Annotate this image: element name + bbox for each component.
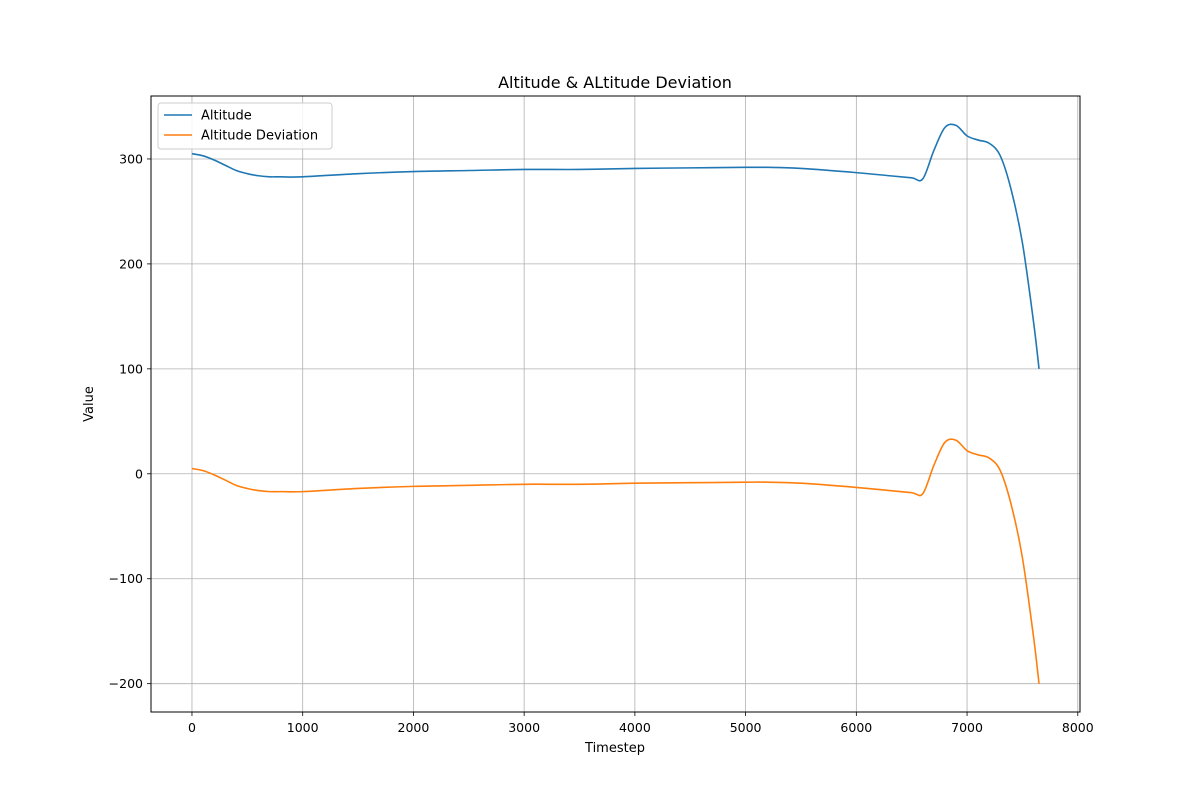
y-tick-label: −100 [109,571,143,586]
x-tick-label: 0 [188,720,196,735]
grid [151,96,1080,712]
x-tick-label: 7000 [951,720,983,735]
y-tick-label: 300 [119,151,143,166]
legend-label-0: Altitude [201,109,252,124]
chart-title: Altitude & ALtitude Deviation [498,73,732,92]
legend-label-1: Altitude Deviation [201,129,318,144]
x-tick-label: 8000 [1062,720,1094,735]
y-axis-label: Value [82,386,97,422]
series-line-1 [191,438,1040,684]
x-axis-label: Timestep [584,741,645,756]
x-tick-label: 6000 [840,720,872,735]
y-tick-label: 200 [119,256,143,271]
series-line-0 [191,123,1040,369]
ticks: 0 1000 2000 3000 4000 5000 6000 7000 8000−200−10… [109,151,1094,735]
legend: Altitude Altitude Deviation [157,102,333,150]
series-lines [191,123,1040,684]
legend-box [157,102,333,150]
y-tick-label: −200 [109,676,143,691]
x-tick-label: 1000 [287,720,319,735]
plot-frame [150,95,1081,713]
y-tick-label: 0 [135,466,143,481]
x-tick-label: 3000 [508,720,540,735]
x-tick-label: 2000 [398,720,430,735]
y-tick-label: 100 [119,361,143,376]
x-tick-label: 5000 [730,720,762,735]
x-tick-label: 4000 [619,720,651,735]
